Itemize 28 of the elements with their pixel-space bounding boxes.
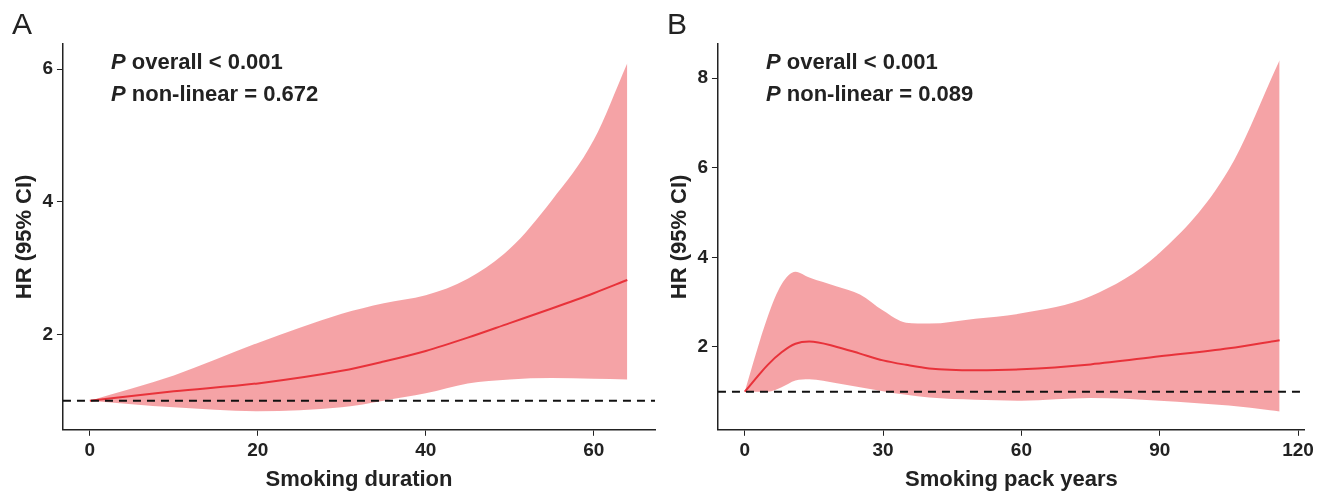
chart-title: B xyxy=(667,7,688,41)
y-tick-label: 2 xyxy=(697,335,708,357)
x-tick-label: 60 xyxy=(1010,439,1032,461)
x-tick-label: 0 xyxy=(739,439,750,461)
annotation: P non-linear = 0.089 xyxy=(765,81,974,107)
x-tick-label: 40 xyxy=(415,439,437,461)
annotation: P overall < 0.001 xyxy=(110,49,283,75)
y-tick-label: 2 xyxy=(42,322,53,344)
line-series xyxy=(88,278,629,402)
y-tick-label: 4 xyxy=(697,245,709,267)
annotation: P non-linear = 0.672 xyxy=(110,81,319,107)
chart-title: A xyxy=(12,7,33,41)
line-series xyxy=(743,339,1281,393)
x-axis-title: Smoking pack years xyxy=(905,465,1118,491)
y-axis-title: HR (95% CI) xyxy=(666,174,692,300)
x-tick-label: 60 xyxy=(583,439,605,461)
y-tick-label: 6 xyxy=(42,57,53,79)
x-tick-label: 20 xyxy=(247,439,269,461)
y-axis-title: HR (95% CI) xyxy=(11,174,37,300)
x-tick-label: 0 xyxy=(84,439,96,461)
annotation: P overall < 0.001 xyxy=(765,49,938,75)
x-tick-label: 120 xyxy=(1282,439,1314,461)
x-tick-label: 30 xyxy=(872,439,894,461)
y-tick-label: 6 xyxy=(697,155,708,177)
x-tick-label: 90 xyxy=(1149,439,1171,461)
x-axis-title: Smoking duration xyxy=(265,465,453,491)
y-tick-label: 4 xyxy=(42,190,54,211)
y-tick-label: 8 xyxy=(697,66,708,88)
